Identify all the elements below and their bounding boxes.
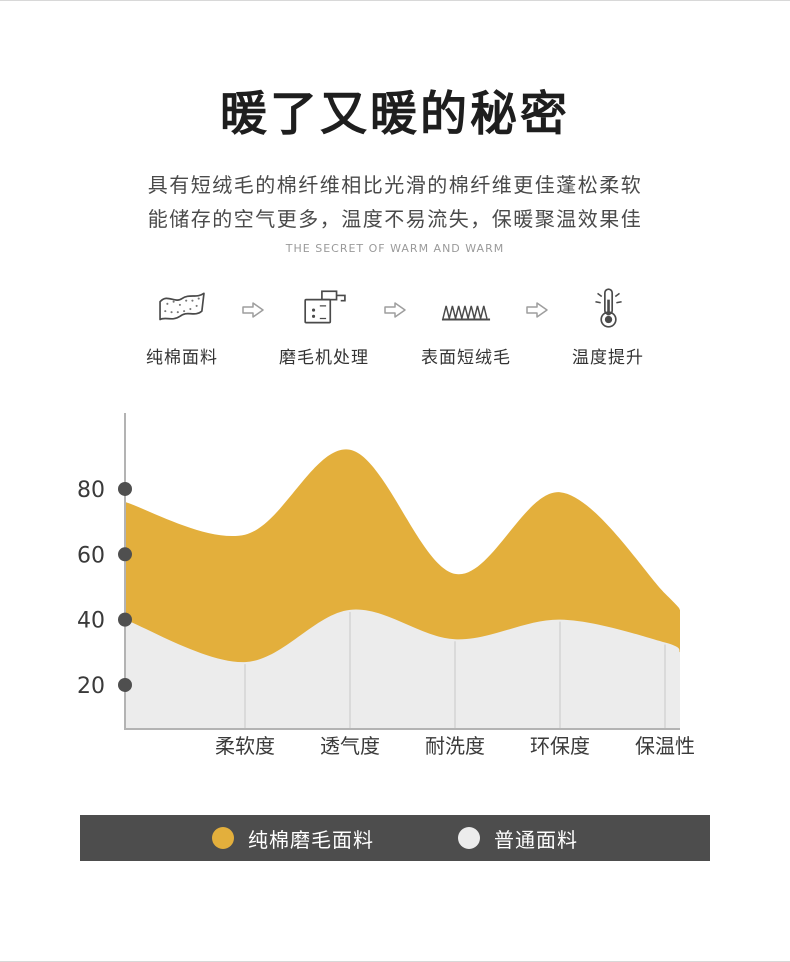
arrow-right-icon	[240, 299, 266, 325]
arrow-right-icon	[382, 299, 408, 325]
axis-tick-dot	[118, 547, 132, 562]
process-flow: 纯棉面料 磨毛机处理	[0, 283, 790, 368]
legend-dot-plain	[458, 827, 480, 849]
header: 暖了又暖的秘密 具有短绒毛的棉纤维相比光滑的棉纤维更佳蓬松柔软 能储存的空气更多…	[0, 75, 790, 255]
x-category-label: 柔软度	[215, 734, 275, 758]
legend-label-plain: 普通面料	[494, 827, 578, 852]
subtitle-line-2: 能储存的空气更多，温度不易流失，保暖聚温效果佳	[147, 207, 643, 231]
x-category-label: 透气度	[320, 734, 380, 758]
axis-tick-dot	[118, 677, 132, 692]
short-fluff-icon	[435, 283, 497, 333]
x-category-label: 保温性	[635, 734, 695, 758]
legend-item-brushed: 纯棉磨毛面料	[212, 824, 374, 853]
axis-tick-dot	[118, 481, 132, 496]
thermometer-icon	[577, 283, 639, 333]
process-step-label: 表面短绒毛	[421, 348, 511, 368]
y-tick-label: 60	[77, 543, 105, 568]
arrow-right-icon	[524, 299, 550, 325]
x-category-label: 环保度	[530, 734, 590, 758]
page-title: 暖了又暖的秘密	[220, 87, 570, 142]
x-category-label: 耐洗度	[425, 734, 485, 758]
process-step-label: 纯棉面料	[146, 348, 218, 368]
y-tick-label: 20	[77, 674, 105, 699]
fabric-comparison-chart: 80 60 40 20 柔软度 透气度 耐洗度 环保度 保温性	[70, 401, 710, 766]
subtitle-line-1: 具有短绒毛的棉纤维相比光滑的棉纤维更佳蓬松柔软	[147, 173, 643, 197]
fabric-icon	[151, 283, 213, 333]
axis-tick-dot	[118, 612, 132, 627]
process-step-label: 温度提升	[572, 348, 644, 368]
legend-dot-brushed	[212, 827, 234, 849]
y-tick-label: 40	[77, 609, 105, 634]
legend-label-brushed: 纯棉磨毛面料	[248, 827, 374, 852]
subtitle: 具有短绒毛的棉纤维相比光滑的棉纤维更佳蓬松柔软 能储存的空气更多，温度不易流失，…	[0, 168, 790, 236]
process-step-machine: 磨毛机处理	[276, 283, 372, 368]
chart-legend: 纯棉磨毛面料 普通面料	[80, 815, 710, 861]
y-tick-label: 80	[77, 478, 105, 503]
series-area-plain	[125, 609, 680, 729]
legend-item-plain: 普通面料	[458, 824, 578, 853]
process-step-label: 磨毛机处理	[279, 348, 369, 368]
process-step-fluff: 表面短绒毛	[418, 283, 514, 368]
area-chart-svg: 80 60 40 20 柔软度 透气度 耐洗度 环保度 保温性	[77, 413, 695, 758]
process-step-temperature: 温度提升	[560, 283, 656, 368]
brushing-machine-icon	[293, 283, 355, 333]
process-step-fabric: 纯棉面料	[134, 283, 230, 368]
tagline: THE SECRET OF WARM AND WARM	[285, 242, 505, 255]
